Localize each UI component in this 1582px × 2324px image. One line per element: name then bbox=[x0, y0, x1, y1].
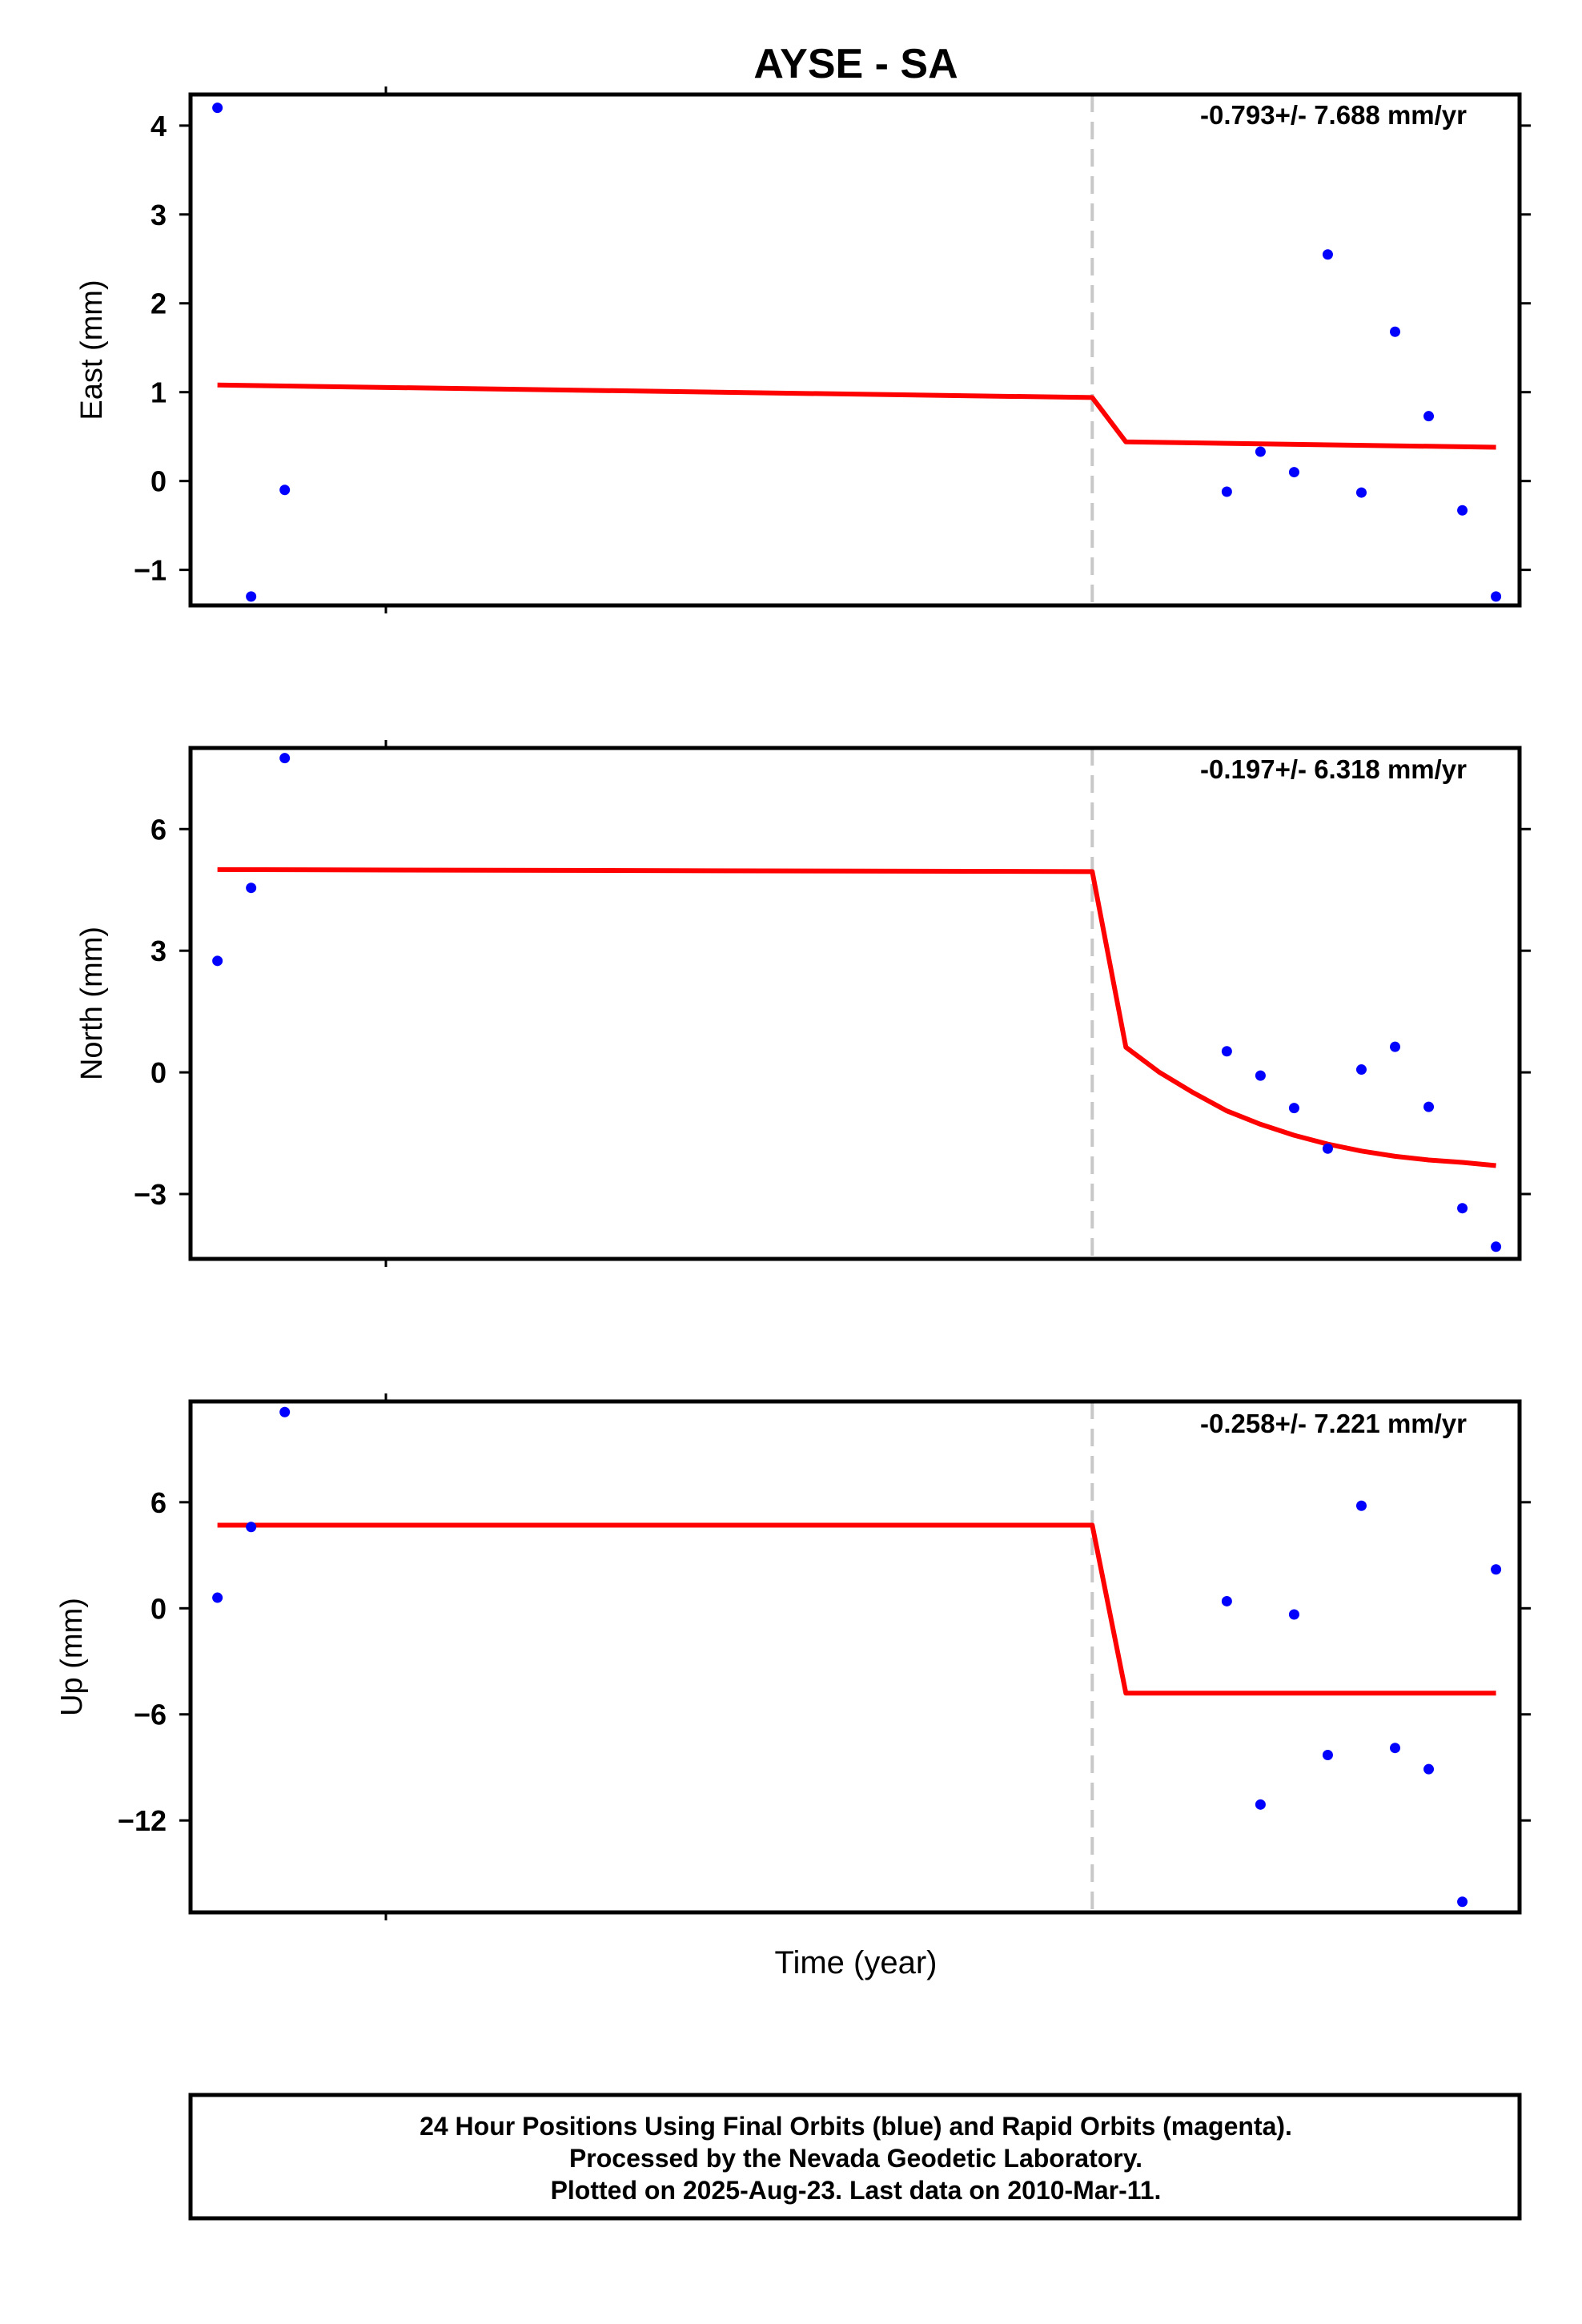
panel-up-data-point bbox=[1355, 1500, 1367, 1511]
panel-up-data-point bbox=[1288, 1609, 1299, 1620]
panel-east-data-point bbox=[212, 103, 223, 114]
panel-east-data-point bbox=[1255, 446, 1266, 457]
panel-up-data-point bbox=[246, 1522, 257, 1533]
panel-up-data-point bbox=[279, 1406, 291, 1417]
panel-north-data-point bbox=[212, 955, 223, 967]
panel-east-ytick-label: 0 bbox=[151, 465, 167, 498]
panel-up-data-point bbox=[1255, 1799, 1266, 1810]
panel-up-data-point bbox=[1322, 1750, 1333, 1761]
panel-north-data-point bbox=[1457, 1203, 1468, 1214]
panel-up-model-line bbox=[217, 1522, 1496, 1696]
panel-north-data-point bbox=[279, 753, 291, 764]
panel-up-frame bbox=[188, 1399, 1522, 1915]
panel-north-plot-area: −3 0 3 6 bbox=[134, 740, 1531, 1267]
panel-up-data-point bbox=[1423, 1763, 1435, 1775]
panel-up-ytick-label: 6 bbox=[151, 1486, 167, 1519]
panel-north-ytick-label: −3 bbox=[134, 1178, 167, 1211]
panel-east-data-point bbox=[279, 485, 291, 496]
panel-east: −1 0 1 2 3 4 -0.793+/- 7.688 mm/yr East (mm) bbox=[75, 86, 1531, 613]
panel-north-data-point bbox=[1423, 1101, 1435, 1112]
panel-up-data-point bbox=[1457, 1896, 1468, 1908]
panel-east-data-point bbox=[246, 591, 257, 602]
panel-east-ylabel: East (mm) bbox=[75, 279, 109, 420]
panel-north-data-point bbox=[1288, 1103, 1299, 1114]
panel-east-ytick-label: 2 bbox=[151, 287, 167, 320]
panel-up-ylabel: Up (mm) bbox=[55, 1598, 89, 1716]
panel-east-data-point bbox=[1423, 411, 1435, 422]
panel-east-data-point bbox=[1221, 486, 1232, 497]
panel-east-ytick-label: 3 bbox=[151, 199, 167, 231]
panel-north-frame bbox=[188, 746, 1522, 1261]
panel-east-data-point bbox=[1322, 249, 1333, 260]
panel-east-rate-label: -0.793+/- 7.688 mm/yr bbox=[1200, 100, 1467, 130]
footer-line-2: Processed by the Nevada Geodetic Laborat… bbox=[569, 2144, 1142, 2173]
panel-east-ytick-label: −1 bbox=[134, 554, 167, 587]
footer-line-3: Plotted on 2025-Aug-23. Last data on 201… bbox=[551, 2176, 1162, 2205]
footer-box: 24 Hour Positions Using Final Orbits (bl… bbox=[188, 2093, 1522, 2221]
panel-east-data-point bbox=[1355, 487, 1367, 498]
panel-north-ytick-label: 0 bbox=[151, 1056, 167, 1089]
panel-up-ytick-label: −6 bbox=[134, 1699, 167, 1731]
panel-up-data-point bbox=[1491, 1564, 1502, 1575]
panel-up-ytick-label: 0 bbox=[151, 1592, 167, 1625]
panel-north-data-point bbox=[1221, 1046, 1232, 1057]
x-axis-label: Time (year) bbox=[775, 1945, 938, 1980]
panel-east-frame bbox=[188, 92, 1522, 608]
panel-up-rate-label: -0.258+/- 7.221 mm/yr bbox=[1200, 1409, 1467, 1438]
panel-east-ytick-label: 4 bbox=[151, 110, 167, 143]
panel-up-data-point bbox=[212, 1592, 223, 1603]
chart-title: AYSE - SA bbox=[753, 41, 958, 87]
panel-north-rate-label: -0.197+/- 6.318 mm/yr bbox=[1200, 754, 1467, 784]
panel-up-data-point bbox=[1390, 1743, 1401, 1754]
panel-north-model-line bbox=[217, 866, 1496, 1168]
panel-north-ylabel: North (mm) bbox=[75, 927, 109, 1080]
panel-up-plot-area: −12 −6 0 6 bbox=[118, 1393, 1531, 1920]
panel-east-data-point bbox=[1288, 467, 1299, 478]
footer-frame bbox=[188, 2093, 1522, 2221]
panel-east-data-point bbox=[1491, 591, 1502, 602]
panel-up-data-point bbox=[1221, 1595, 1232, 1606]
panel-east-data-point bbox=[1390, 326, 1401, 337]
panel-north: −3 0 3 6 -0.197+/- 6.318 mm/yr North (mm) bbox=[75, 740, 1531, 1267]
panel-north-data-point bbox=[1322, 1143, 1333, 1154]
panel-north-ytick-label: 3 bbox=[151, 935, 167, 967]
panel-east-data-point bbox=[1457, 505, 1468, 516]
panel-north-data-point bbox=[1390, 1041, 1401, 1052]
panel-north-data-point bbox=[1355, 1064, 1367, 1076]
panel-north-ytick-label: 6 bbox=[151, 813, 167, 846]
panel-north-data-point bbox=[246, 883, 257, 894]
panel-east-plot-area: −1 0 1 2 3 4 bbox=[134, 86, 1531, 613]
panel-east-model-line bbox=[217, 382, 1496, 450]
panel-north-data-point bbox=[1491, 1241, 1502, 1252]
panel-east-ytick-label: 1 bbox=[151, 376, 167, 409]
footer-line-1: 24 Hour Positions Using Final Orbits (bl… bbox=[420, 2112, 1292, 2141]
panel-up: −12 −6 0 6 -0.258+/- 7.221 mm/yr Up (mm) bbox=[55, 1393, 1531, 1920]
panel-up-ytick-label: −12 bbox=[118, 1804, 167, 1837]
panel-north-data-point bbox=[1255, 1070, 1266, 1081]
